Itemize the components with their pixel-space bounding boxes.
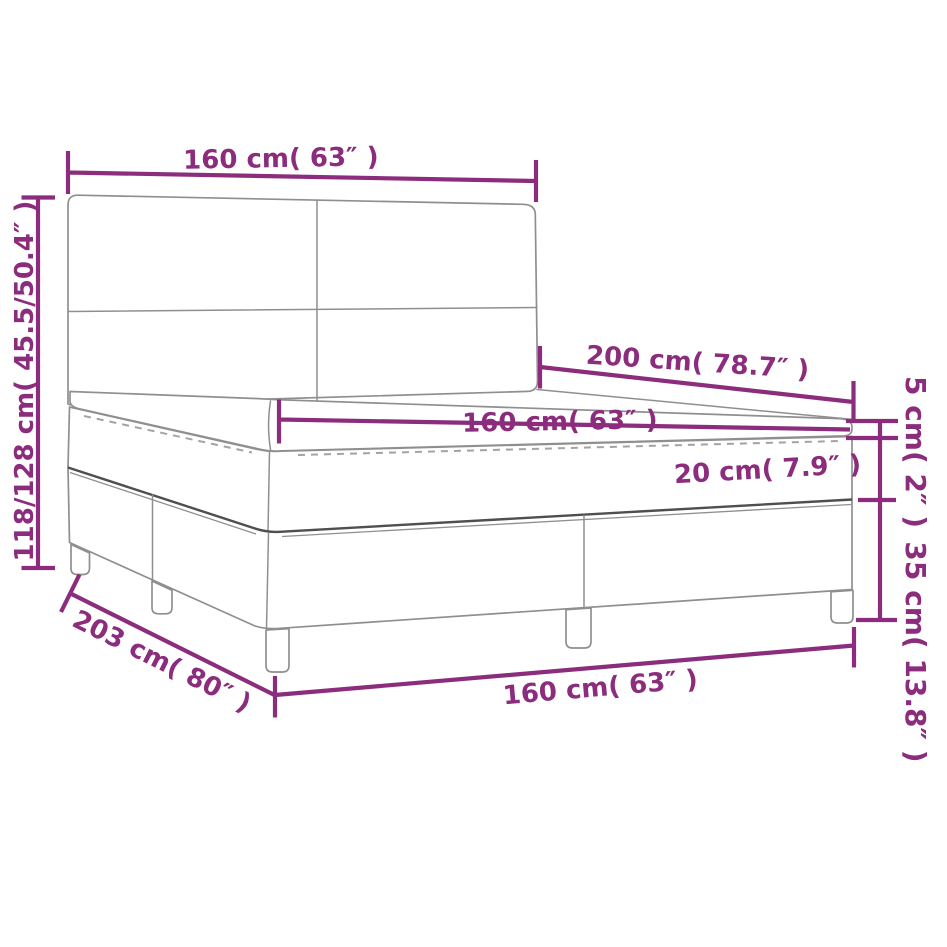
topper-corner-edge	[267, 400, 272, 451]
dim-bed-height-line	[21, 195, 55, 571]
leg-front-right	[830, 589, 854, 624]
dim-label-base-height: 35 cm( 13.8″ )	[899, 541, 932, 762]
dim-right-heights-line	[846, 418, 898, 623]
dim-mattress-width-line	[276, 399, 851, 444]
dim-label-bed-height: 118/128 cm( 45.5/50.4″ )	[10, 201, 40, 562]
dim-label-bed-length: 203 cm( 80″ )	[67, 605, 255, 719]
headboard	[67, 194, 539, 406]
leg-front-corner	[265, 627, 290, 673]
dim-base-width-line	[272, 627, 857, 718]
leg-front-middle	[565, 607, 592, 649]
base-corner-edge	[265, 532, 270, 630]
dim-headboard-width-line	[65, 151, 539, 202]
base-top-edge-inner	[69, 471, 852, 538]
leg-left-middle	[151, 580, 173, 615]
dim-base-width: 160 cm( 63″ )	[272, 627, 857, 718]
dim-mattress-length: 200 cm( 78.7″ )	[537, 341, 856, 423]
headboard-outline	[67, 194, 539, 406]
bed-legs	[70, 543, 854, 673]
mattress-corner-edge	[267, 451, 271, 532]
bed-illustration	[67, 194, 854, 673]
dim-bed-length-line	[59, 573, 276, 697]
base-top-edge	[67, 466, 853, 534]
dim-bed-height: 118/128 cm( 45.5/50.4″ )	[10, 195, 55, 571]
dim-label-topper-thickness: 5 cm( 2″ )	[899, 376, 932, 528]
dim-label-mattress-width: 160 cm( 63″ )	[462, 405, 658, 438]
headboard-horizontal-divider	[67, 306, 538, 313]
box-spring-base	[67, 466, 853, 630]
dim-mattress-width: 160 cm( 63″ )	[276, 399, 851, 444]
dim-label-mattress-length: 200 cm( 78.7″ )	[585, 341, 810, 386]
dim-label-headboard-width: 160 cm( 63″ )	[183, 142, 379, 175]
topper-top-right-edge	[536, 388, 852, 421]
dim-mattress-length-line	[537, 346, 856, 423]
dim-headboard-width: 160 cm( 63″ )	[65, 142, 539, 202]
dim-right-heights: 5 cm( 2″ ) 35 cm( 13.8″ )	[846, 376, 932, 763]
mattress-piping-seam-left	[83, 415, 253, 454]
leg-back-left	[70, 543, 91, 576]
